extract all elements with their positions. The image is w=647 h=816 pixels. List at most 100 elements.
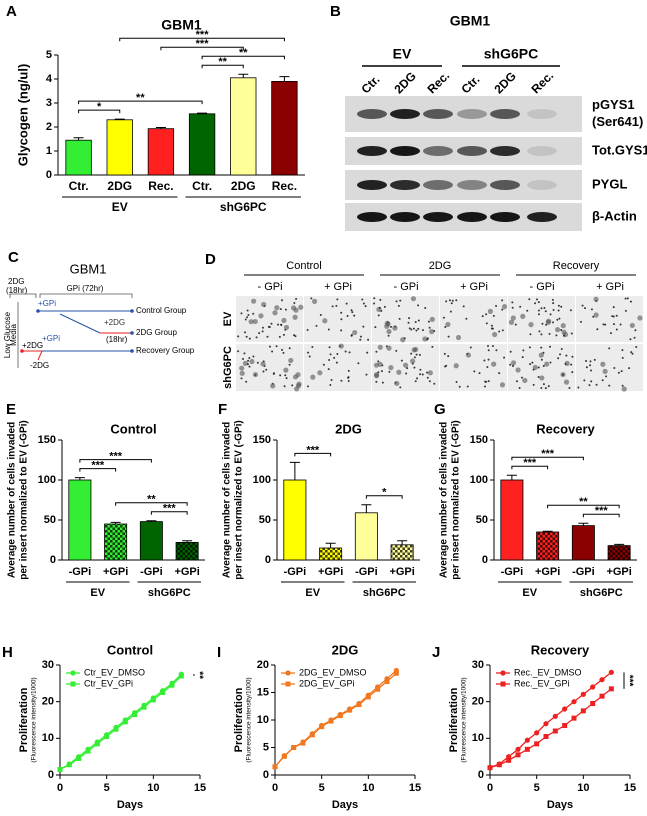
x-tick-label: 5 — [319, 782, 325, 794]
band — [457, 109, 487, 119]
cell — [362, 302, 365, 305]
cell — [243, 352, 246, 355]
cell — [351, 311, 354, 314]
cell — [585, 359, 588, 362]
panel-letter: B — [330, 3, 341, 20]
cell — [408, 317, 411, 320]
significance-bracket — [201, 64, 244, 69]
cell — [402, 362, 409, 368]
panel-letter: I — [217, 644, 221, 661]
marker — [57, 767, 63, 772]
cell — [562, 334, 565, 337]
cell — [560, 305, 563, 308]
error-bar — [506, 474, 517, 480]
x-tick-label: 0 — [487, 782, 493, 794]
chart-title: Recovery — [531, 642, 590, 657]
cell — [557, 309, 560, 312]
cell — [508, 319, 515, 325]
cell — [485, 380, 488, 383]
cell — [282, 351, 285, 354]
cell — [378, 306, 381, 309]
cell — [545, 319, 551, 325]
error-bar — [361, 504, 372, 513]
band — [527, 109, 557, 119]
cell — [283, 367, 289, 373]
cell — [381, 381, 384, 384]
group-label: EV — [522, 587, 537, 599]
micrograph — [440, 296, 508, 342]
marker — [337, 713, 343, 719]
micrograph — [440, 344, 507, 391]
significance-label: *** — [306, 444, 320, 456]
cell — [377, 371, 380, 374]
cell — [347, 369, 350, 372]
cell — [252, 355, 255, 358]
band — [423, 212, 453, 222]
cell — [447, 355, 450, 358]
cell — [445, 364, 448, 367]
group-label: shG6PC — [220, 200, 267, 214]
band — [490, 212, 520, 222]
timepoint — [130, 309, 134, 313]
panel-letter: H — [2, 644, 13, 661]
y-tick-label: 30 — [42, 659, 54, 671]
x-tick-label: -GPi — [501, 566, 524, 578]
x-tick-label: 10 — [577, 782, 589, 794]
scheme-label: -2DG — [30, 361, 49, 370]
micrograph-bg — [304, 344, 371, 391]
cell — [267, 325, 270, 328]
bar — [106, 119, 133, 176]
cell — [560, 348, 563, 351]
cell — [400, 359, 403, 362]
error-bar — [578, 522, 589, 526]
y-tick-label: 5 — [46, 49, 52, 61]
cell — [561, 373, 564, 376]
cell — [292, 314, 298, 320]
cell — [377, 314, 380, 317]
cell — [418, 353, 421, 356]
cell — [386, 328, 392, 335]
cell — [450, 302, 453, 305]
row-label: EV — [222, 311, 234, 326]
y-axis-label: per insert normalized to EV (-GPi) — [234, 420, 245, 579]
cell — [270, 322, 273, 325]
panel-letter: E — [6, 401, 16, 418]
cell — [357, 362, 360, 365]
cell — [373, 302, 376, 305]
cell — [387, 334, 390, 337]
marker — [496, 762, 502, 768]
significance-bracket — [511, 465, 549, 470]
significance-bracket — [150, 511, 188, 515]
cell — [426, 371, 429, 374]
row-label: PYGL — [592, 176, 627, 191]
cell — [399, 386, 402, 389]
micrograph-bg — [236, 296, 303, 342]
cell — [512, 365, 515, 368]
band — [527, 212, 557, 222]
error-bar — [397, 540, 408, 545]
cell — [298, 304, 304, 310]
cell — [564, 363, 567, 366]
x-tick-label: -GPi — [572, 566, 595, 578]
cell — [328, 346, 331, 349]
bar — [571, 525, 595, 561]
cell — [340, 379, 343, 382]
x-tick-label: 10 — [362, 782, 374, 794]
cell — [261, 330, 264, 333]
band — [390, 109, 420, 119]
micrograph — [508, 296, 575, 342]
treatment-label: + GPi — [596, 281, 624, 293]
scheme-label: (18hr) — [106, 335, 128, 344]
significance-bracket — [79, 468, 117, 472]
bracket — [9, 293, 133, 298]
cell — [275, 345, 278, 348]
marker — [309, 732, 315, 738]
cell — [539, 375, 545, 381]
cell — [246, 316, 249, 319]
cell — [296, 381, 302, 387]
cell — [247, 359, 250, 362]
y-axis-label: Average number of cells invaded — [7, 422, 18, 578]
treatment-label: + GPi — [324, 281, 352, 293]
cell — [365, 373, 368, 376]
